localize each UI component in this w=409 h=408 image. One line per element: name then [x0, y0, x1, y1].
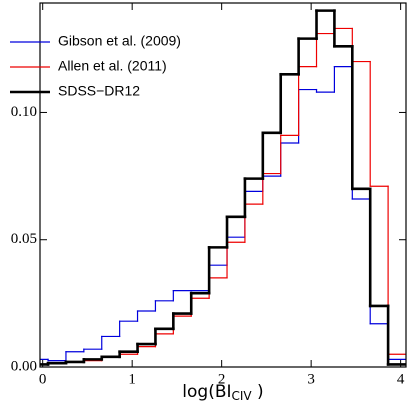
x-tick-label: 0 [39, 371, 47, 387]
y-tick-label: 0.00 [11, 358, 37, 374]
y-tick-label: 0.05 [11, 231, 37, 247]
plot-area [40, 9, 406, 366]
x-tick-label: 4 [397, 371, 405, 387]
frame [39, 2, 407, 368]
legend-label: Allen et al. (2011) [58, 58, 167, 74]
x-axis-label: log(BICIV ) [182, 382, 263, 403]
legend-label: Gibson et al. (2009) [58, 33, 181, 49]
x-axis-label-end: ) [252, 382, 264, 402]
legend-label: SDSS−DR12 [58, 83, 140, 99]
x-tick-label: 1 [128, 371, 136, 387]
y-tick-label: 0.10 [11, 104, 37, 120]
x-axis-label-main: log(BI [182, 382, 231, 402]
x-tick-label: 3 [307, 371, 315, 387]
x-tick-label: 2 [218, 371, 226, 387]
x-axis-label-sub: CIV [232, 389, 253, 403]
